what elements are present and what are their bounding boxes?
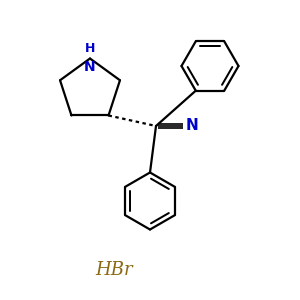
Text: H: H <box>85 42 95 55</box>
Text: HBr: HBr <box>95 261 133 279</box>
Text: N: N <box>84 60 96 74</box>
Text: N: N <box>185 118 198 134</box>
